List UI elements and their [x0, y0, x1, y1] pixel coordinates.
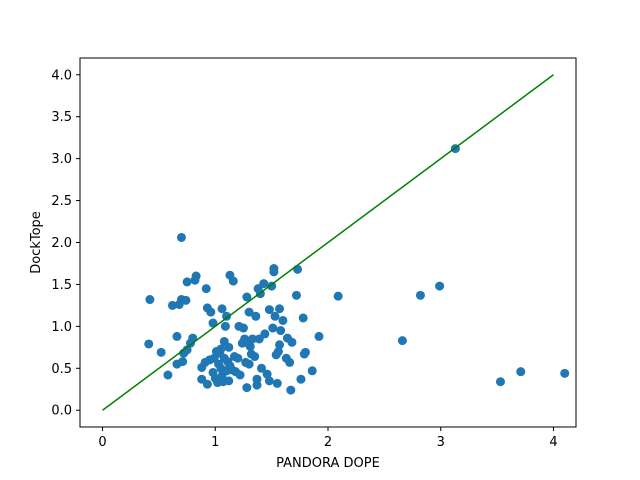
scatter-point	[244, 359, 254, 369]
y-tick-label: 1.5	[51, 278, 72, 293]
scatter-point	[252, 380, 262, 390]
scatter-point	[238, 323, 248, 333]
y-axis: 0.0 0.5 1.0 1.5 2.0 2.5 3.0 3.5 4.0	[51, 68, 80, 419]
scatter-point	[250, 352, 260, 362]
scatter-point	[275, 304, 285, 314]
scatter-point	[285, 357, 295, 367]
x-tick-label: 0	[98, 435, 106, 450]
scatter-point	[256, 363, 266, 373]
scatter-point	[276, 326, 286, 336]
scatter-point	[208, 318, 218, 328]
scatter-point	[287, 337, 297, 347]
scatter-point	[435, 281, 445, 291]
scatter-point	[314, 331, 324, 341]
reference-line	[102, 74, 554, 411]
y-tick-label: 2.5	[51, 194, 72, 209]
y-axis-label: DockTope	[29, 211, 44, 274]
scatter-point	[251, 311, 261, 321]
scatter-point	[191, 271, 201, 281]
scatter-point	[307, 366, 317, 376]
scatter-point	[167, 300, 177, 310]
y-tick-label: 0.5	[51, 362, 72, 377]
scatter-point	[272, 378, 282, 388]
scatter-point	[222, 311, 232, 321]
y-tick-label: 0.0	[51, 404, 72, 419]
scatter-point	[260, 329, 270, 339]
scatter-point	[172, 331, 182, 341]
y-tick-label: 3.0	[51, 152, 72, 167]
scatter-point	[495, 377, 505, 387]
plot-area	[102, 74, 570, 411]
y-tick-label: 3.5	[51, 110, 72, 125]
scatter-point	[244, 307, 254, 317]
scatter-point	[286, 385, 296, 395]
y-tick-label: 4.0	[51, 68, 72, 83]
scatter-point	[278, 315, 288, 325]
scatter-point	[298, 313, 308, 323]
scatter-point	[333, 291, 343, 301]
x-tick-label: 4	[549, 435, 557, 450]
scatter-point	[291, 290, 301, 300]
scatter-point	[144, 339, 154, 349]
scatter-point	[516, 367, 526, 377]
scatter-point	[270, 311, 280, 321]
scatter-point	[273, 347, 283, 357]
scatter-point	[267, 281, 277, 291]
scatter-point	[300, 347, 310, 357]
scatter-point	[264, 376, 274, 386]
scatter-point	[206, 307, 216, 317]
scatter-point	[268, 323, 278, 333]
scatter-point	[217, 304, 227, 314]
scatter-point	[178, 357, 188, 367]
scatter-point	[220, 321, 230, 331]
y-tick-label: 2.0	[51, 236, 72, 251]
scatter-point	[269, 264, 279, 273]
scatter-point	[224, 342, 234, 352]
x-axis: 0 1 2 3 4	[98, 427, 558, 450]
scatter-point	[156, 347, 166, 357]
scatter-point	[176, 232, 186, 242]
scatter-point	[201, 284, 211, 294]
scatter-point	[182, 277, 192, 287]
scatter-point	[235, 370, 245, 380]
scatter-point	[163, 370, 173, 380]
y-tick-label: 1.0	[51, 320, 72, 335]
x-tick-label: 1	[211, 435, 219, 450]
scatter-point	[233, 353, 243, 363]
scatter-point	[182, 345, 192, 355]
scatter-point	[216, 344, 226, 354]
scatter-point	[224, 376, 234, 386]
x-tick-label: 2	[324, 435, 332, 450]
scatter-point	[242, 292, 252, 302]
scatter-point	[259, 279, 269, 289]
scatter-point	[293, 264, 303, 274]
scatter-point	[181, 295, 191, 305]
x-tick-label: 3	[437, 435, 445, 450]
scatter-point	[275, 340, 285, 350]
scatter-point	[188, 333, 198, 343]
scatter-point	[228, 276, 238, 286]
scatter-point	[145, 295, 155, 305]
scatter-point	[415, 290, 425, 300]
x-axis-label: PANDORA DOPE	[276, 456, 380, 471]
scatter-point	[264, 305, 274, 315]
scatter-point	[247, 334, 257, 344]
scatter-point	[296, 374, 306, 384]
scatter-point	[397, 336, 407, 346]
scatter-point	[242, 383, 252, 393]
scatter-point	[245, 341, 255, 351]
scatter-point	[202, 379, 212, 389]
scatter-point	[560, 368, 570, 378]
